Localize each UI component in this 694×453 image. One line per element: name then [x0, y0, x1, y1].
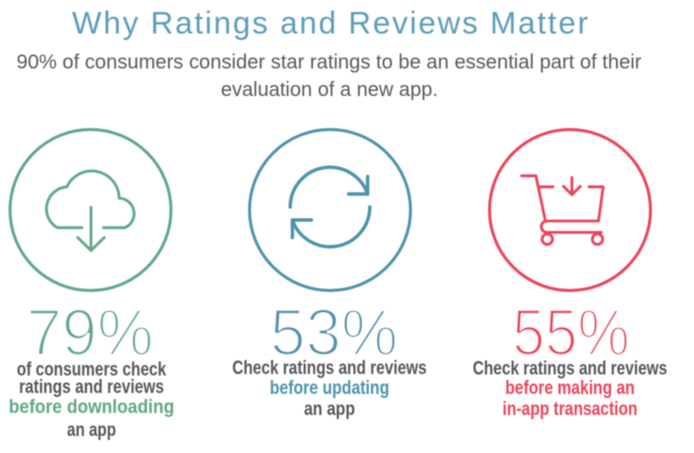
svg-text:an app: an app: [67, 419, 116, 441]
svg-text:53%: 53%: [270, 295, 398, 369]
svg-text:an app: an app: [304, 398, 355, 420]
svg-text:before making an: before making an: [505, 377, 635, 399]
svg-text:of consumers check: of consumers check: [17, 359, 167, 381]
svg-text:in-app transaction: in-app transaction: [503, 398, 638, 420]
svg-text:evaluation of a new app.: evaluation of a new app.: [221, 79, 438, 101]
svg-text:ratings and reviews: ratings and reviews: [19, 376, 164, 398]
svg-text:before updating: before updating: [270, 377, 390, 399]
svg-text:Why Ratings and Reviews Matter: Why Ratings and Reviews Matter: [72, 6, 588, 41]
svg-text:79%: 79%: [27, 295, 154, 369]
svg-text:Check ratings and reviews: Check ratings and reviews: [232, 357, 427, 379]
svg-text:Check ratings and reviews: Check ratings and reviews: [473, 357, 668, 379]
svg-text:55%: 55%: [512, 295, 630, 369]
svg-text:90% of consumers consider star: 90% of consumers consider star ratings t…: [17, 52, 642, 74]
svg-text:before downloading: before downloading: [9, 396, 175, 418]
